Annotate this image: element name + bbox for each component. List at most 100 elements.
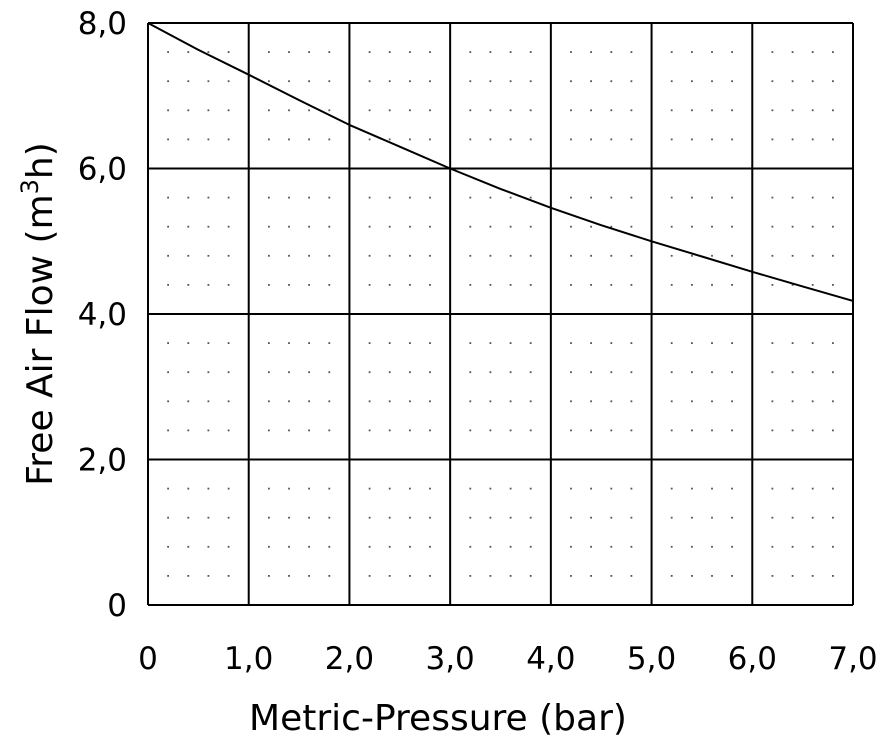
minor-grid-dot [630, 80, 633, 83]
minor-grid-dot [268, 109, 270, 112]
x-tick-label: 7,0 [828, 641, 877, 677]
minor-grid-dot [368, 196, 371, 199]
minor-grid-dot [429, 138, 431, 141]
x-tick-label: 2,0 [325, 641, 374, 677]
minor-grid-dot [429, 254, 431, 257]
minor-grid-dot [731, 138, 733, 141]
series-line [147, 22, 854, 302]
minor-grid-dot [207, 575, 210, 577]
minor-grid-dot [570, 51, 572, 53]
minor-grid-dot [610, 138, 613, 141]
minor-grid-dot [791, 400, 794, 403]
minor-grid-dot [731, 342, 733, 344]
minor-grid-dot [469, 196, 472, 199]
minor-grid-dot [429, 400, 431, 403]
minor-grid-dot [529, 429, 532, 432]
y-tick-label: 6,0 [78, 152, 127, 188]
minor-grid-dot [509, 254, 512, 257]
minor-grid-dot [288, 487, 290, 490]
minor-grid-dot [429, 80, 431, 83]
minor-grid-dot [509, 545, 512, 548]
minor-grid-dot [832, 225, 834, 228]
minor-grid-dot [509, 516, 512, 519]
minor-grid-dot [711, 371, 713, 374]
minor-grid-dot [388, 225, 391, 228]
minor-grid-dot [731, 196, 733, 199]
minor-grid-dot [409, 487, 411, 490]
y-tick-labels: 0 2,0 4,0 6,0 8,0 [78, 6, 127, 624]
minor-grid-dot [308, 109, 310, 112]
minor-grid-dot [388, 51, 391, 53]
minor-grid-dot [167, 80, 169, 83]
minor-grid-dot [691, 371, 693, 374]
minor-grid-dot [731, 225, 733, 228]
minor-grid-dot [207, 138, 210, 141]
minor-grid-dot [429, 545, 431, 548]
minor-grid-dot [570, 109, 572, 112]
minor-grid-dot [731, 371, 733, 374]
minor-grid-dot [429, 51, 431, 53]
minor-grid-dot [207, 109, 210, 112]
minor-grid-dot [187, 545, 190, 548]
minor-grid-dot [610, 109, 613, 112]
minor-grid-dot [711, 284, 713, 286]
minor-grid-dot [771, 51, 774, 53]
minor-grid-dot [590, 516, 592, 519]
minor-grid-dot [590, 51, 592, 53]
minor-grid-dot [227, 284, 230, 286]
minor-grid-dot [630, 138, 633, 141]
minor-grid-dot [610, 196, 613, 199]
minor-grid-dot [409, 284, 411, 286]
minor-grid-dot [388, 254, 391, 257]
minor-grid-dot [711, 80, 713, 83]
minor-grid-dot [288, 80, 290, 83]
minor-grid-dot [368, 400, 371, 403]
minor-grid-dot [529, 196, 532, 199]
minor-grid-dot [610, 225, 613, 228]
minor-grid-dot [570, 254, 572, 257]
minor-grid-dot [227, 80, 230, 83]
minor-grid-dot [711, 487, 713, 490]
minor-grid-dot [308, 138, 310, 141]
minor-grid-dot [167, 138, 169, 141]
minor-grid-dot [227, 196, 230, 199]
y-tick-label: 8,0 [78, 6, 127, 42]
minor-grid-dot [227, 138, 230, 141]
minor-grid-dot [590, 429, 592, 432]
minor-grid-dot [187, 516, 190, 519]
minor-grid-dot [388, 575, 391, 577]
minor-grid-dot [388, 429, 391, 432]
major-grid [147, 22, 854, 606]
x-tick-labels: 0 1,0 2,0 3,0 4,0 5,0 6,0 7,0 [138, 641, 878, 677]
minor-grid-dot [771, 138, 774, 141]
minor-grid-dot [187, 225, 190, 228]
minor-grid-dot [489, 80, 492, 83]
minor-grid-dot [489, 371, 492, 374]
minor-grid-dot [791, 575, 794, 577]
minor-grid-dot [489, 109, 492, 112]
minor-grid-dot [811, 254, 814, 257]
minor-grid-dot [187, 196, 190, 199]
minor-grid-dot [731, 429, 733, 432]
minor-grid-dot [328, 516, 331, 519]
minor-grid-dot [590, 371, 592, 374]
minor-grid-dot [670, 371, 673, 374]
minor-grid-dot [227, 575, 230, 577]
minor-grid-dot [570, 545, 572, 548]
minor-grid-dot [570, 196, 572, 199]
x-tick-label: 1,0 [224, 641, 273, 677]
minor-grid-dot [570, 225, 572, 228]
minor-grid-dot [409, 138, 411, 141]
minor-grid-dot [308, 51, 310, 53]
minor-grid-dot [811, 400, 814, 403]
minor-grid-dot [529, 342, 532, 344]
minor-grid-dot [187, 80, 190, 83]
minor-grid-dot [570, 487, 572, 490]
minor-grid-dot [268, 80, 270, 83]
minor-grid-dot [268, 400, 270, 403]
minor-grid-dot [811, 109, 814, 112]
minor-grid-dot [308, 400, 310, 403]
minor-grid-dot [207, 254, 210, 257]
minor-grid-dot [388, 487, 391, 490]
minor-grid-dot [388, 196, 391, 199]
